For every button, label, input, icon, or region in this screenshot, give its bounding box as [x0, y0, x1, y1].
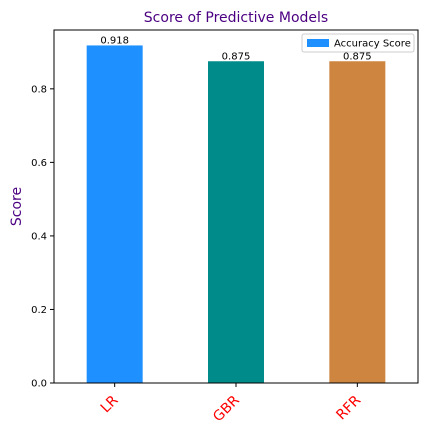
- y-tick-label: 0.8: [31, 84, 47, 95]
- value-label-lr: 0.918: [100, 35, 129, 46]
- chart-title: Score of Predictive Models: [144, 10, 328, 26]
- bar-gbr: [208, 61, 264, 383]
- y-axis-ticks: 0.0 0.2 0.4 0.6 0.8: [31, 84, 54, 390]
- bar-rfr: [329, 61, 386, 383]
- y-axis-label: Score: [9, 187, 25, 226]
- plot-frame: [53, 29, 419, 384]
- y-tick-label: 0.2: [31, 305, 47, 316]
- x-axis-ticks: LR GBR RFR: [98, 383, 364, 425]
- y-tick-label: 0.6: [31, 158, 47, 169]
- legend: Accuracy Score: [301, 33, 415, 53]
- legend-label: Accuracy Score: [334, 39, 411, 50]
- y-tick-label: 0.0: [31, 379, 47, 390]
- y-tick-label: 0.4: [31, 231, 47, 242]
- x-tick-label-lr: LR: [98, 392, 122, 416]
- bars: [86, 45, 386, 383]
- legend-box: [301, 33, 415, 53]
- value-labels: 0.918 0.875 0.875: [100, 35, 371, 62]
- value-label-rfr: 0.875: [343, 51, 372, 62]
- bar-lr: [86, 45, 143, 383]
- value-label-gbr: 0.875: [222, 51, 251, 62]
- legend-swatch: [307, 39, 329, 47]
- x-tick-label-gbr: GBR: [210, 392, 243, 425]
- x-tick-label-rfr: RFR: [333, 392, 364, 423]
